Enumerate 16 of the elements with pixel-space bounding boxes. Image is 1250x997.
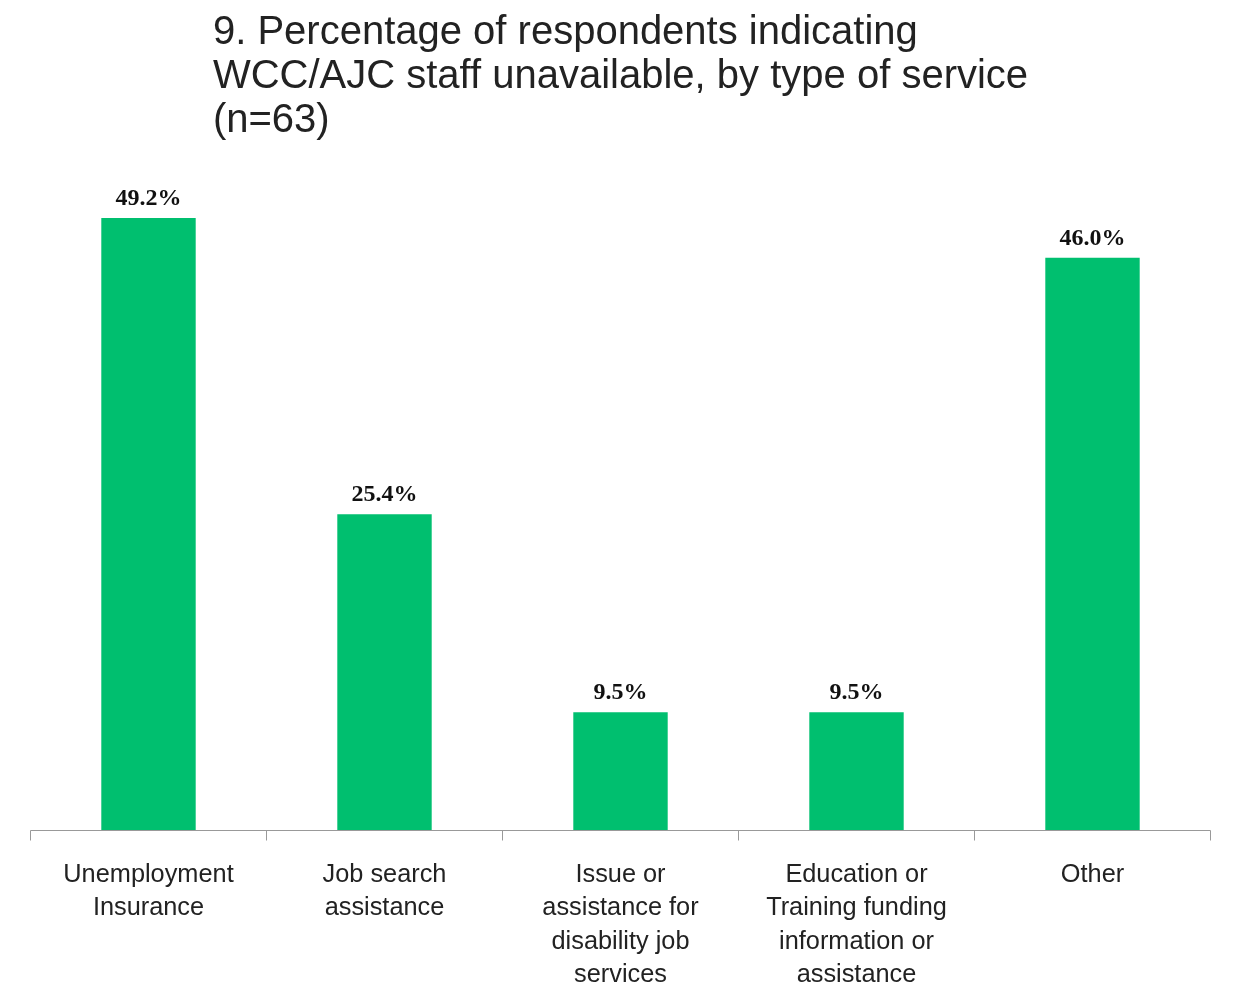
- x-tick-label: Education or Training funding information or assistance: [766, 858, 947, 988]
- bar: [573, 712, 668, 831]
- data-label: 25.4%: [351, 480, 418, 507]
- x-tick-label: Issue or assistance for disability job services: [542, 858, 700, 988]
- bar: [1045, 257, 1140, 831]
- bar: [809, 712, 904, 831]
- x-tick-label: Job search assistance: [322, 858, 447, 921]
- data-label: 46.0%: [1059, 223, 1126, 250]
- chart-title: 9. Percentage of respondents indicating WCC/AJC staff unavailable, by type of service (n=63): [212, 7, 1029, 140]
- bar: [101, 218, 196, 831]
- x-tick-label: Unemployment Insurance: [63, 858, 234, 921]
- bar: [337, 514, 432, 831]
- data-label: 49.2%: [115, 184, 182, 210]
- data-label: 9.5%: [829, 678, 884, 705]
- data-label: 9.5%: [593, 678, 648, 705]
- x-tick-label: Other: [1060, 858, 1125, 887]
